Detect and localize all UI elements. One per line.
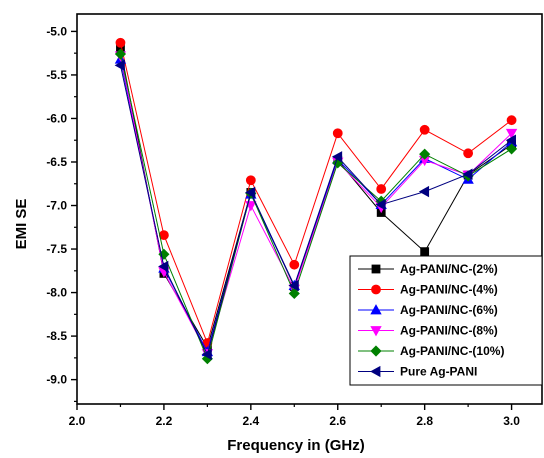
- plot-frame: [76, 13, 543, 405]
- data-point: [463, 148, 474, 159]
- legend-label: Ag-PANI/NC-(4%): [400, 283, 498, 297]
- data-point: [419, 124, 430, 135]
- x-tick-label: 2.2: [156, 414, 173, 428]
- legend-entry: Ag-PANI/NC-(2%): [358, 262, 498, 276]
- y-tick-label: -7.0: [46, 199, 67, 213]
- plot-area: [76, 13, 543, 405]
- legend: Ag-PANI/NC-(2%) Ag-PANI/NC-(4%) Ag-PANI/NC…: [349, 255, 543, 386]
- data-point: [420, 247, 430, 257]
- series-line: [120, 53, 512, 361]
- series-2: [115, 37, 517, 348]
- x-tick-label: 3.0: [503, 414, 520, 428]
- data-point: [462, 168, 473, 180]
- legend-marker: [371, 264, 381, 274]
- legend-label: Ag-PANI/NC-(6%): [400, 303, 498, 317]
- legend-marker: [370, 304, 382, 315]
- x-axis: 2.0 2.2 2.4 2.6 2.8 3.0: [69, 404, 520, 428]
- data-point: [245, 175, 256, 186]
- series-line: [120, 65, 512, 356]
- data-point: [376, 184, 387, 194]
- data-point: [288, 287, 300, 300]
- data-point: [114, 48, 127, 60]
- legend-box: [349, 255, 543, 386]
- data-point: [375, 198, 386, 211]
- legend-entry: Ag-PANI/NC-(6%): [358, 303, 498, 317]
- series-5: [114, 48, 518, 365]
- x-axis-title: Frequency in (GHz): [227, 437, 365, 454]
- data-point: [332, 128, 343, 139]
- y-tick-label: -8.5: [46, 329, 67, 343]
- legend-entry: Ag-PANI/NC-(8%): [358, 324, 498, 338]
- x-tick-label: 2.0: [69, 414, 86, 428]
- legend-entry: Ag-PANI/NC-(4%): [358, 283, 498, 297]
- legend-entry: Pure Ag-PANI: [358, 365, 477, 379]
- data-point: [419, 148, 431, 160]
- y-tick-label: -6.0: [46, 111, 67, 125]
- legend-label: Pure Ag-PANI: [400, 365, 477, 379]
- series-layer: [114, 37, 518, 365]
- legend-label: Ag-PANI/NC-(8%): [400, 324, 498, 338]
- data-point: [506, 143, 518, 155]
- data-point: [245, 186, 256, 199]
- data-point: [331, 151, 343, 163]
- y-axis: -5.0 -5.5 -6.0 -6.5 -7.0 -7.5 -8.0 -8.5 -9.0: [46, 24, 77, 402]
- series-6: [114, 59, 516, 361]
- y-tick-label: -5.0: [46, 24, 67, 38]
- legend-marker: [370, 345, 382, 357]
- y-tick-label: -8.0: [46, 286, 67, 300]
- x-tick-label: 2.4: [242, 414, 259, 428]
- data-point: [201, 348, 212, 361]
- y-tick-label: -6.5: [46, 155, 67, 169]
- x-tick-label: 2.6: [329, 414, 346, 428]
- x-tick-label: 2.8: [416, 414, 433, 428]
- legend-label: Ag-PANI/NC-(2%): [400, 262, 498, 276]
- data-point: [288, 279, 299, 292]
- series-line: [120, 42, 512, 345]
- data-point: [505, 134, 516, 146]
- data-point: [506, 115, 517, 126]
- y-axis-title: EMI SE: [13, 199, 30, 250]
- y-tick-label: -5.5: [46, 68, 67, 82]
- data-point: [289, 259, 300, 270]
- data-point: [505, 128, 518, 140]
- series-line: [120, 55, 512, 355]
- data-point: [158, 260, 169, 273]
- y-tick-label: -7.5: [46, 242, 67, 256]
- legend-label: Ag-PANI/NC-(10%): [400, 344, 504, 358]
- legend-entry: Ag-PANI/NC-(10%): [358, 344, 504, 358]
- data-point: [418, 185, 430, 198]
- legend-marker: [371, 284, 381, 295]
- legend-marker: [370, 365, 381, 378]
- data-point: [114, 59, 125, 72]
- data-point: [115, 37, 126, 48]
- legend-marker: [370, 326, 382, 337]
- y-tick-label: -9.0: [46, 373, 67, 387]
